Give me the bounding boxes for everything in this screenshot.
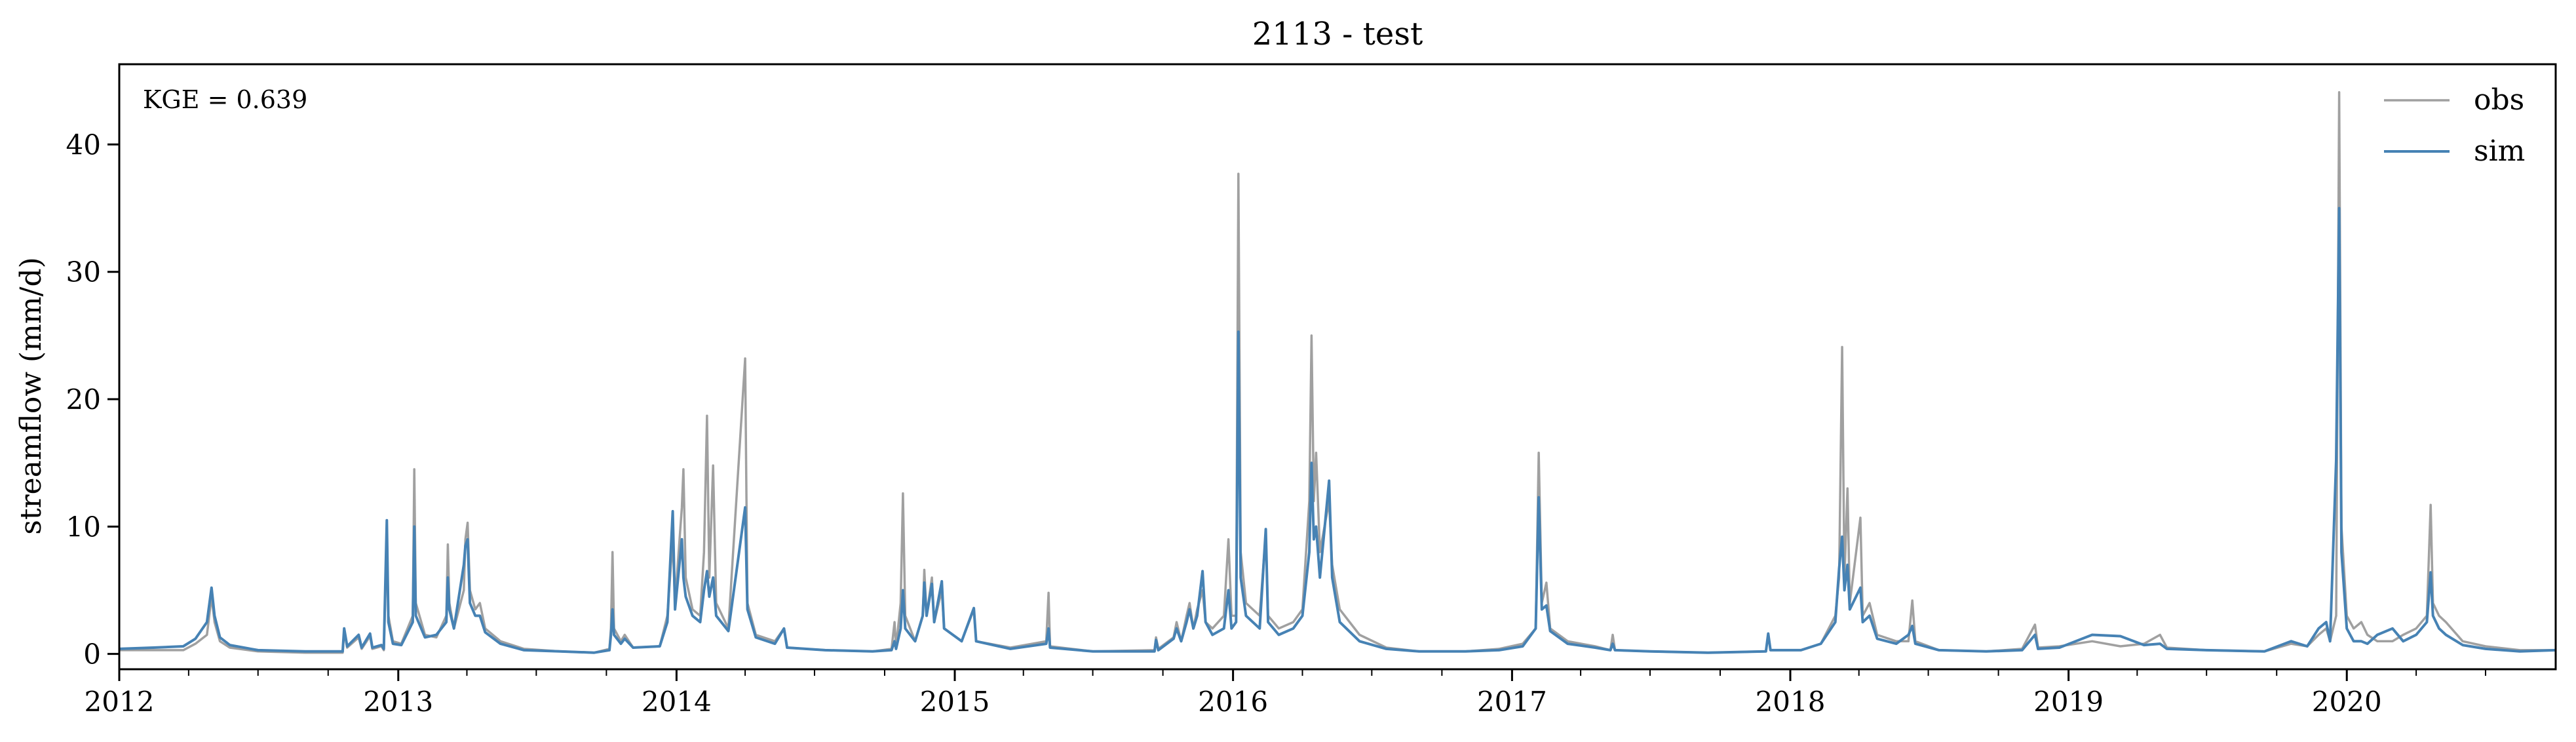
x-tick-label: 2013 (363, 686, 433, 718)
kge-annotation: KGE = 0.639 (143, 85, 307, 114)
chart-title: 2113 - test (1252, 16, 1423, 52)
plot-frame (118, 63, 2557, 671)
x-tick-label: 2012 (85, 686, 155, 718)
series-line-sim (119, 206, 2556, 654)
y-tick-label: 0 (83, 638, 101, 671)
x-tick-label: 2015 (920, 686, 990, 718)
legend: obs sim (2384, 83, 2525, 168)
y-tick-label: 10 (66, 511, 101, 543)
x-tick-label: 2017 (1477, 686, 1547, 718)
legend-label-obs: obs (2474, 83, 2524, 117)
y-tick-label: 20 (66, 383, 101, 416)
y-ticks: 0 10 20 30 40 (66, 128, 119, 671)
x-tick-label: 2020 (2312, 686, 2382, 718)
plot-lines (119, 90, 2556, 654)
y-axis-label: streamflow (mm/d) (14, 257, 48, 535)
x-tick-label: 2018 (1756, 686, 1826, 718)
x-tick-label: 2014 (642, 686, 712, 718)
x-ticks: 2012 2013 2014 2015 2016 2017 2018 2019 2020 (85, 669, 2486, 718)
x-tick-label: 2016 (1198, 686, 1268, 718)
y-tick-label: 40 (66, 128, 101, 161)
x-tick-label: 2019 (2033, 686, 2104, 718)
y-tick-label: 30 (66, 256, 101, 288)
legend-label-sim: sim (2474, 134, 2525, 168)
series-line-obs (119, 90, 2556, 654)
